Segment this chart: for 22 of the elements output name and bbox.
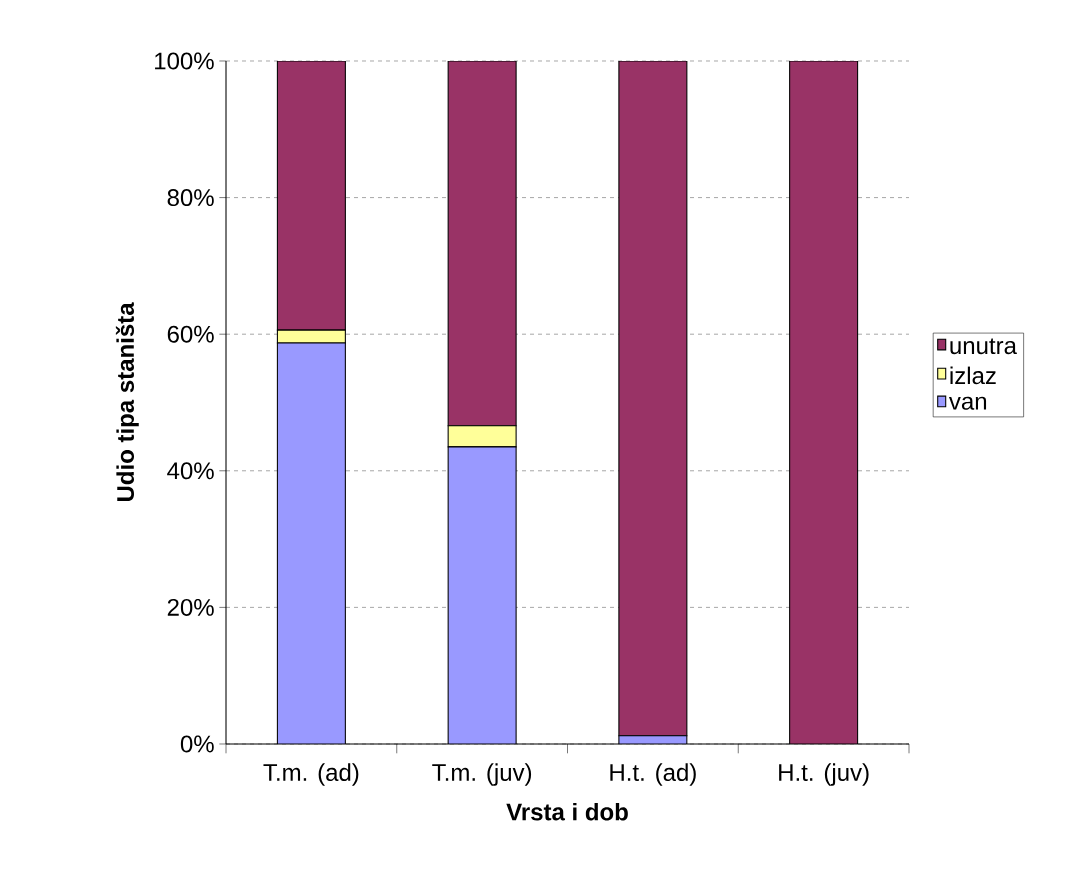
x-tick-label: T.m. (juv) [432, 763, 532, 786]
y-tick-label: 80% [167, 189, 214, 207]
bar [277, 343, 346, 744]
x-tick-label: T.m. (ad) [263, 763, 359, 786]
y-axis-title: Udio tipa staništa [115, 302, 139, 502]
x-tick-label: H.t. (ad) [610, 763, 696, 786]
legend-label: van [948, 396, 987, 410]
x-axis-title: Vrsta i dob [506, 802, 628, 821]
x-tick-label: H.t. (juv) [779, 763, 869, 786]
bar [448, 446, 517, 744]
legend-label: izlaz [950, 366, 996, 385]
y-tick-label: 0% [180, 735, 214, 753]
bar [618, 60, 688, 737]
y-tick-label: 100% [155, 52, 214, 70]
y-tick-label: 60% [167, 325, 214, 343]
y-tick-label: 20% [167, 598, 214, 616]
bar [447, 425, 517, 448]
bar [789, 60, 859, 744]
bar [447, 60, 517, 427]
legend-label: unutra [950, 338, 1017, 355]
y-tick-label: 40% [167, 462, 214, 480]
bar [276, 60, 346, 331]
